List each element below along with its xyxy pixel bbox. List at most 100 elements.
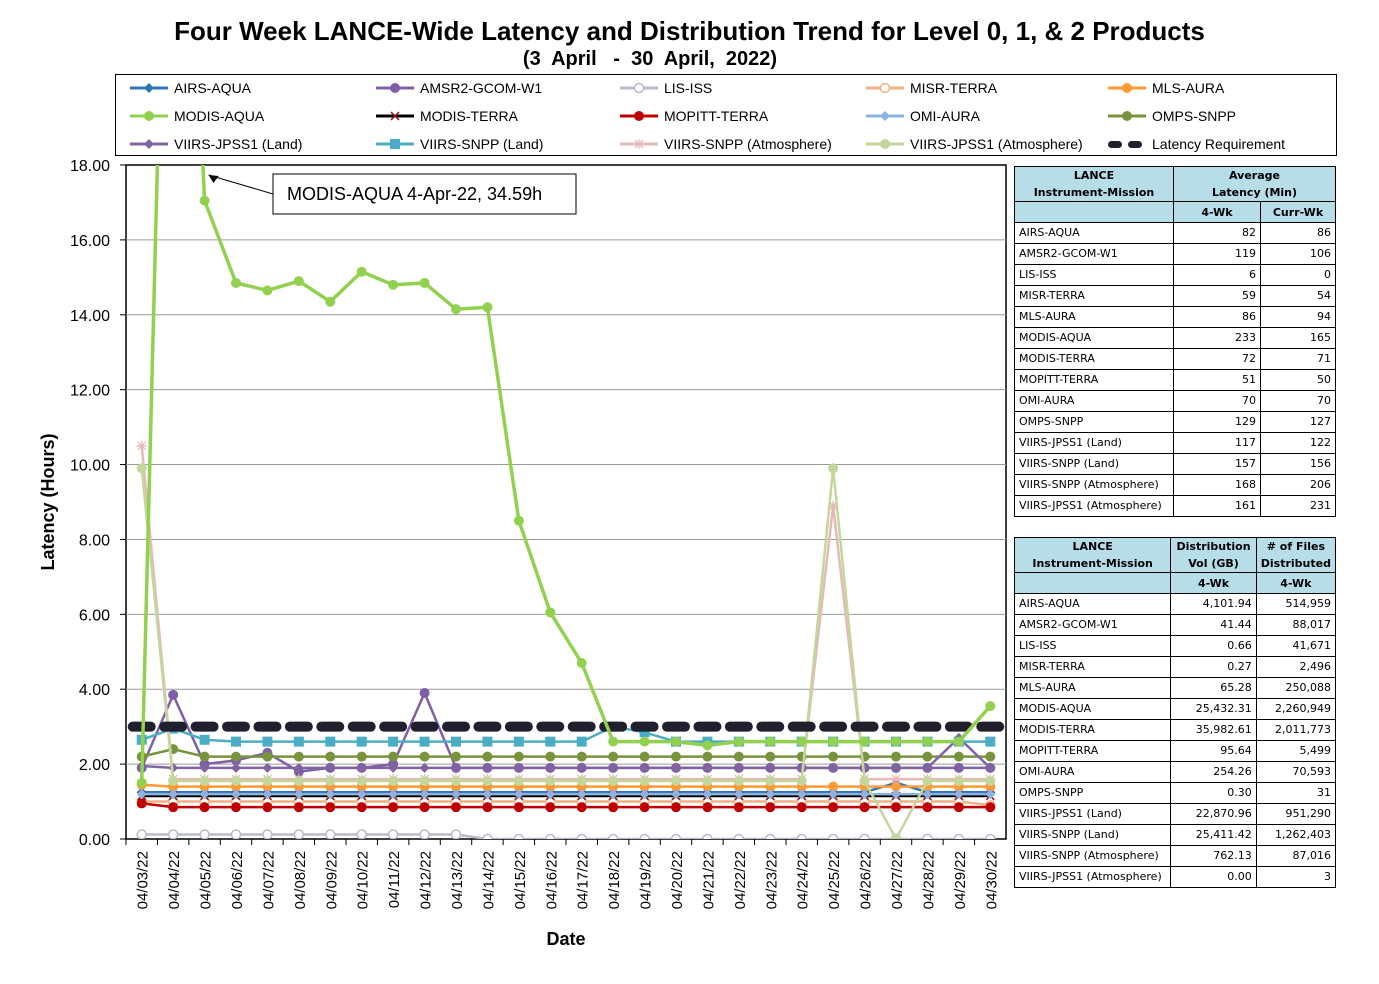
data-point xyxy=(199,734,210,745)
data-point xyxy=(419,751,430,762)
instrument-name: OMI-AURA xyxy=(1013,761,1172,783)
data-point xyxy=(451,802,461,813)
latency-curr-wk: 71 xyxy=(1260,348,1336,370)
legend-swatch xyxy=(376,111,414,121)
series-line xyxy=(140,445,991,781)
data-point xyxy=(545,607,556,618)
data-point xyxy=(891,762,901,773)
data-point xyxy=(671,736,681,747)
data-point xyxy=(733,751,744,762)
legend-label: AIRS-AQUA xyxy=(174,80,252,96)
y-tick-label: 6.00 xyxy=(79,607,110,624)
table-row: MISR-TERRA 59 54 xyxy=(1014,285,1336,307)
table-row: AIRS-AQUA 82 86 xyxy=(1014,222,1336,244)
latency-curr-wk: 0 xyxy=(1260,264,1336,286)
data-point xyxy=(922,762,933,773)
data-point xyxy=(442,721,470,732)
legend-swatch xyxy=(866,82,904,94)
latency-subheader-curr: Curr-Wk xyxy=(1260,201,1336,223)
x-tick-label: 04/19/22 xyxy=(638,851,655,909)
legend-swatch xyxy=(866,111,904,121)
data-point xyxy=(608,736,619,747)
data-point xyxy=(671,802,681,813)
data-point xyxy=(733,802,744,813)
legend-marker xyxy=(144,111,154,121)
data-point xyxy=(482,833,493,839)
data-point xyxy=(985,751,996,762)
table-row: VIIRS-SNPP (Atmosphere) 168 206 xyxy=(1014,474,1336,496)
data-point xyxy=(671,751,681,762)
data-point xyxy=(325,775,336,786)
x-tick-label: 04/30/22 xyxy=(983,851,1000,909)
data-point xyxy=(410,721,439,732)
data-point xyxy=(608,802,619,813)
plot-area xyxy=(125,164,1007,840)
data-point xyxy=(922,736,933,747)
table-row: LIS-ISS 6 0 xyxy=(1014,264,1336,286)
data-point xyxy=(765,762,776,773)
series-line xyxy=(141,783,991,788)
data-point xyxy=(953,833,965,839)
x-tick-label: 04/27/22 xyxy=(889,851,906,909)
files-distributed: 31 xyxy=(1255,782,1337,804)
data-point xyxy=(545,789,556,800)
data-point xyxy=(262,789,273,800)
table-row: OMPS-SNPP 129 127 xyxy=(1014,411,1336,433)
distribution-subheader-files-4wk: 4-Wk xyxy=(1255,572,1337,594)
latency-table: LANCE Instrument-Mission Average Latency (… xyxy=(1014,166,1336,517)
series-line xyxy=(141,781,991,794)
series-line xyxy=(141,833,991,839)
data-point xyxy=(482,802,493,813)
instrument-name: MODIS-TERRA xyxy=(1013,719,1172,741)
instrument-name: VIIRS-JPSS1 (Land) xyxy=(1014,432,1174,454)
files-distributed: 250,088 xyxy=(1255,677,1337,699)
legend-swatch xyxy=(376,83,414,93)
legend-swatch xyxy=(620,82,658,94)
data-point xyxy=(262,736,273,747)
series-viirs-jpss1-land xyxy=(136,732,996,773)
data-point xyxy=(859,802,870,813)
instrument-name: AMSR2-GCOM-W1 xyxy=(1014,243,1174,265)
data-point xyxy=(513,833,525,839)
x-tick-label: 04/26/22 xyxy=(858,851,875,909)
y-tick-label: 2.00 xyxy=(79,757,110,774)
x-tick-label: 04/05/22 xyxy=(198,851,215,909)
data-point xyxy=(482,751,493,762)
y-tick-label: 10.00 xyxy=(70,458,110,475)
data-point xyxy=(828,802,839,813)
instrument-name: AIRS-AQUA xyxy=(1013,593,1172,615)
latency-4wk: 86 xyxy=(1173,306,1261,328)
data-point xyxy=(356,775,367,786)
data-point xyxy=(702,789,713,800)
data-point xyxy=(199,195,210,206)
legend-label: AMSR2-GCOM-W1 xyxy=(420,80,543,96)
legend-marker xyxy=(633,82,645,94)
data-point xyxy=(922,775,933,786)
data-point xyxy=(796,802,807,813)
data-point xyxy=(231,751,241,762)
data-point xyxy=(850,721,879,732)
instrument-name: OMPS-SNPP xyxy=(1013,782,1172,804)
data-point xyxy=(985,789,996,800)
data-point xyxy=(168,689,179,700)
data-point xyxy=(293,775,304,786)
data-point xyxy=(388,751,399,762)
data-point xyxy=(702,775,713,786)
legend-marker xyxy=(879,82,891,94)
data-point xyxy=(419,736,430,747)
data-point xyxy=(859,736,870,747)
data-point xyxy=(388,802,399,813)
data-point xyxy=(136,829,147,839)
data-point xyxy=(671,775,681,786)
data-point xyxy=(576,833,587,839)
latency-curr-wk: 54 xyxy=(1260,285,1336,307)
x-tick-label: 04/15/22 xyxy=(512,851,529,909)
x-tick-label: 04/14/22 xyxy=(480,851,497,909)
x-tick-label: 04/21/22 xyxy=(700,851,717,909)
data-point xyxy=(419,762,430,773)
x-tick-label: 04/07/22 xyxy=(260,851,277,909)
y-tick-label: 16.00 xyxy=(70,233,110,250)
instrument-name: LIS-ISS xyxy=(1013,635,1172,657)
legend-label: MODIS-TERRA xyxy=(420,108,518,124)
data-point xyxy=(293,762,304,773)
